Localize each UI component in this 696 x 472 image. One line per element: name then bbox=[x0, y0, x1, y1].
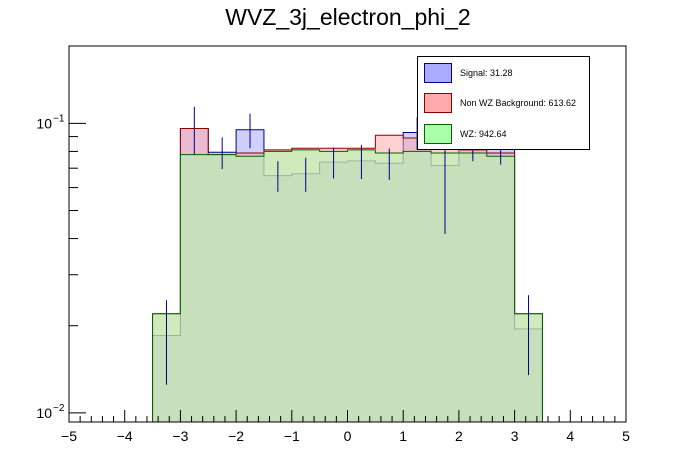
legend-swatch-wz bbox=[424, 124, 452, 144]
bar-wz-12 bbox=[486, 156, 515, 422]
x-tick-label: 1 bbox=[399, 428, 407, 444]
y-tick-exponent: −2 bbox=[53, 403, 65, 414]
x-tick-label: 5 bbox=[622, 428, 630, 444]
histogram-bars bbox=[152, 127, 543, 423]
bar-wz-3 bbox=[236, 156, 264, 422]
bar-wz-11 bbox=[458, 152, 487, 423]
x-tick-label: 0 bbox=[344, 428, 352, 444]
bar-wz-5 bbox=[291, 149, 320, 423]
bar-wz-4 bbox=[263, 151, 292, 422]
x-tick-label: −4 bbox=[117, 428, 133, 444]
legend-label-signal: Signal: 31.28 bbox=[460, 68, 513, 78]
bar-wz-8 bbox=[375, 152, 404, 423]
legend-entry-non-wz-background: Non WZ Background: 613.62 bbox=[424, 92, 576, 114]
y-tick-label: 10 bbox=[36, 405, 52, 421]
legend-label-wz: WZ: 942.64 bbox=[460, 129, 507, 139]
x-tick-label: 2 bbox=[455, 428, 463, 444]
bar-wz-6 bbox=[319, 151, 348, 422]
x-tick-label: −3 bbox=[172, 428, 188, 444]
chart-title: WVZ_3j_electron_phi_2 bbox=[225, 4, 471, 30]
legend-swatch-signal bbox=[424, 63, 452, 83]
y-axis: 10−110−2 bbox=[36, 113, 86, 421]
y-tick-exponent: −1 bbox=[53, 113, 65, 124]
legend-swatch-non-wz-background bbox=[424, 93, 452, 113]
bar-wz-2 bbox=[208, 154, 237, 422]
x-tick-label: −5 bbox=[61, 428, 77, 444]
x-tick-label: 4 bbox=[566, 428, 574, 444]
legend-entry-signal: Signal: 31.28 bbox=[424, 62, 513, 84]
x-tick-label: −1 bbox=[284, 428, 300, 444]
legend: Signal: 31.28 Non WZ Background: 613.62 … bbox=[417, 56, 590, 150]
legend-entry-wz: WZ: 942.64 bbox=[424, 123, 507, 145]
y-tick-label: 10 bbox=[36, 115, 52, 131]
legend-label-non-wz-background: Non WZ Background: 613.62 bbox=[460, 98, 577, 108]
bar-wz-1 bbox=[180, 154, 209, 422]
x-tick-label: 3 bbox=[511, 428, 519, 444]
bar-wz-7 bbox=[347, 149, 376, 423]
x-axis: −5 −4 −3 −2 −1 0 1 2 3 4 5 bbox=[61, 410, 630, 444]
x-tick-label: −2 bbox=[228, 428, 244, 444]
bar-wz-9 bbox=[403, 151, 432, 422]
